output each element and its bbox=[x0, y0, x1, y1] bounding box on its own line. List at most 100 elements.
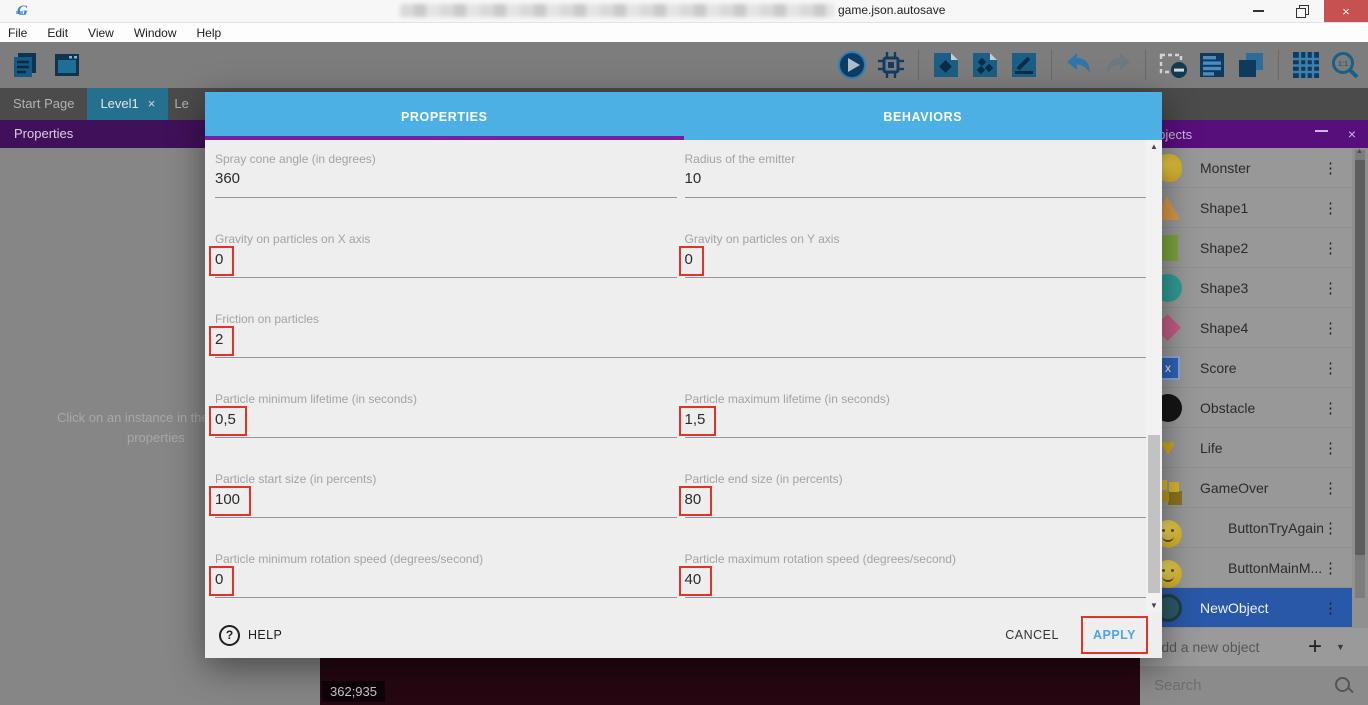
objects-panel-close-icon[interactable]: × bbox=[1347, 126, 1356, 142]
field-label: Particle maximum lifetime (in seconds) bbox=[684, 392, 890, 406]
play-icon[interactable] bbox=[837, 50, 867, 80]
layers-icon[interactable] bbox=[1236, 50, 1266, 80]
restore-button[interactable] bbox=[1280, 0, 1324, 22]
dialog-tab-bar: PROPERTIES BEHAVIORS bbox=[205, 92, 1162, 140]
object-row-gameover[interactable]: GameOver ⋮ bbox=[1140, 468, 1352, 507]
object-row-shape3[interactable]: Shape3 ⋮ bbox=[1140, 268, 1352, 307]
tab-start-page[interactable]: Start Page bbox=[0, 88, 87, 120]
object-name: NewObject bbox=[1200, 599, 1269, 616]
object-menu-icon[interactable]: ⋮ bbox=[1323, 519, 1338, 537]
grid-icon[interactable] bbox=[1291, 50, 1321, 80]
field-input-annotated[interactable]: 0 bbox=[209, 566, 235, 596]
field-input-annotated[interactable]: 100 bbox=[209, 486, 252, 516]
tab-close-icon[interactable]: × bbox=[147, 96, 156, 111]
cancel-button[interactable]: CANCEL bbox=[1005, 628, 1059, 642]
undo-icon[interactable] bbox=[1064, 50, 1094, 80]
dialog-field-row: Gravity on particles on X axis 0 Gravity o… bbox=[205, 220, 1146, 300]
add-object-plus-icon[interactable]: + bbox=[1308, 633, 1323, 660]
debug-icon[interactable] bbox=[876, 50, 906, 80]
filter-icon[interactable] bbox=[1314, 128, 1330, 140]
field-value-wrap: 0 bbox=[209, 246, 235, 276]
object-row-buttonmainm[interactable]: ButtonMainM... ⋮ bbox=[1140, 548, 1352, 588]
object-row-shape2[interactable]: Shape2 ⋮ bbox=[1140, 228, 1352, 267]
object-menu-icon[interactable]: ⋮ bbox=[1323, 559, 1338, 577]
field-underline bbox=[684, 197, 1146, 198]
apply-button[interactable]: APPLY bbox=[1092, 628, 1136, 642]
object-menu-icon[interactable]: ⋮ bbox=[1323, 399, 1338, 417]
field-value-wrap: 100 bbox=[209, 486, 252, 516]
object-name: GameOver bbox=[1200, 479, 1269, 496]
object-menu-icon[interactable]: ⋮ bbox=[1323, 239, 1338, 257]
minimize-button[interactable] bbox=[1236, 0, 1280, 22]
toolbar-separator bbox=[1278, 50, 1279, 80]
project-manager-icon[interactable] bbox=[10, 50, 40, 80]
menu-bar: File Edit View Window Help bbox=[0, 23, 1368, 43]
object-menu-icon[interactable]: ⋮ bbox=[1323, 319, 1338, 337]
objects-list-scrollbar[interactable] bbox=[1355, 148, 1365, 598]
objects-groups-icon[interactable] bbox=[970, 50, 1000, 80]
scroll-down-icon[interactable]: ▼ bbox=[1150, 601, 1158, 610]
object-row-life[interactable]: Life ⋮ bbox=[1140, 428, 1352, 467]
menu-help[interactable]: Help bbox=[196, 25, 222, 40]
object-menu-icon[interactable]: ⋮ bbox=[1323, 159, 1338, 177]
scene-canvas[interactable]: 362;935 bbox=[320, 658, 1140, 705]
field-input-annotated[interactable]: 80 bbox=[678, 486, 713, 516]
toolbar-separator bbox=[1145, 50, 1146, 80]
object-row-newobject[interactable]: NewObject ⋮ bbox=[1140, 588, 1352, 627]
menu-edit[interactable]: Edit bbox=[47, 25, 69, 40]
objects-panel-title: Objects bbox=[1148, 126, 1193, 142]
add-object-icon[interactable] bbox=[931, 50, 961, 80]
object-row-buttontryagain[interactable]: ButtonTryAgain ⋮ bbox=[1140, 508, 1352, 548]
objects-panel-header: Objects × bbox=[1140, 120, 1368, 148]
menu-window[interactable]: Window bbox=[133, 25, 177, 40]
field-value-wrap: 40 bbox=[678, 566, 713, 596]
add-object-input[interactable] bbox=[1150, 638, 1284, 656]
field-input[interactable]: 360 bbox=[215, 170, 241, 187]
field-input[interactable]: 10 bbox=[684, 170, 702, 187]
start-page-icon[interactable] bbox=[52, 50, 82, 80]
object-row-shape1[interactable]: Shape1 ⋮ bbox=[1140, 188, 1352, 227]
object-row-shape4[interactable]: Shape4 ⋮ bbox=[1140, 308, 1352, 347]
dialog-scrollbar[interactable]: ▲ ▼ bbox=[1146, 140, 1162, 612]
dialog-tab-properties[interactable]: PROPERTIES bbox=[205, 92, 684, 140]
close-button[interactable]: × bbox=[1324, 0, 1368, 22]
field-label: Radius of the emitter bbox=[684, 152, 796, 166]
dialog-scrollbar-thumb[interactable] bbox=[1148, 435, 1160, 593]
object-name: ButtonTryAgain bbox=[1228, 519, 1323, 536]
zoom-1-1-icon[interactable]: 1:1 bbox=[1330, 50, 1360, 80]
object-row-monster[interactable]: Monster ⋮ bbox=[1140, 148, 1352, 187]
object-menu-icon[interactable]: ⋮ bbox=[1323, 199, 1338, 217]
object-menu-icon[interactable]: ⋮ bbox=[1323, 479, 1338, 497]
object-menu-icon[interactable]: ⋮ bbox=[1323, 359, 1338, 377]
help-button[interactable]: ? HELP bbox=[219, 624, 282, 646]
menu-view[interactable]: View bbox=[88, 25, 114, 40]
field-input-annotated[interactable]: 0 bbox=[678, 246, 704, 276]
field-input-annotated[interactable]: 40 bbox=[678, 566, 713, 596]
field-input-annotated[interactable]: 0,5 bbox=[209, 406, 247, 436]
edit-scene-icon[interactable] bbox=[1009, 50, 1039, 80]
field-value-wrap: 10 bbox=[685, 170, 702, 188]
dialog-content: Spray cone angle (in degrees) 360 Radius o… bbox=[205, 140, 1146, 612]
tab-le[interactable]: Le bbox=[168, 88, 196, 120]
field-input-annotated[interactable]: 2 bbox=[209, 326, 235, 356]
delete-selection-icon[interactable] bbox=[1158, 50, 1188, 80]
instances-list-icon[interactable] bbox=[1197, 50, 1227, 80]
object-row-score[interactable]: Score ⋮ bbox=[1140, 348, 1352, 387]
add-object-dropdown-icon[interactable]: ▼ bbox=[1336, 642, 1345, 652]
apply-annotation-box: APPLY bbox=[1080, 616, 1148, 654]
dialog-tab-behaviors[interactable]: BEHAVIORS bbox=[883, 110, 963, 124]
objects-list-scrollbar-thumb[interactable] bbox=[1355, 160, 1365, 555]
object-menu-icon[interactable]: ⋮ bbox=[1323, 279, 1338, 297]
scroll-up-icon[interactable]: ▲ bbox=[1150, 142, 1158, 151]
field-input-annotated[interactable]: 1,5 bbox=[678, 406, 717, 436]
menu-file[interactable]: File bbox=[8, 25, 28, 40]
object-menu-icon[interactable]: ⋮ bbox=[1323, 599, 1338, 617]
object-row-obstacle[interactable]: Obstacle ⋮ bbox=[1140, 388, 1352, 427]
field-input-annotated[interactable]: 0 bbox=[209, 246, 235, 276]
search-input[interactable] bbox=[1152, 676, 1316, 695]
redo-icon[interactable] bbox=[1103, 50, 1133, 80]
help-icon: ? bbox=[219, 624, 240, 646]
tab-level1[interactable]: Level1 × bbox=[87, 88, 169, 120]
object-menu-icon[interactable]: ⋮ bbox=[1323, 439, 1338, 457]
